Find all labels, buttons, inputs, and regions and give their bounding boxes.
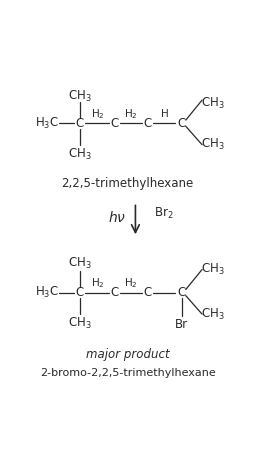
Text: $\mathsf{H_3C}$: $\mathsf{H_3C}$ — [35, 285, 59, 300]
Text: 2,2,5-trimethylhexane: 2,2,5-trimethylhexane — [61, 177, 194, 190]
Text: 2-bromo-2,2,5-trimethylhexane: 2-bromo-2,2,5-trimethylhexane — [40, 369, 215, 379]
Text: $\mathsf{Br_2}$: $\mathsf{Br_2}$ — [154, 206, 173, 221]
Text: C: C — [76, 286, 84, 299]
Text: $\mathsf{CH_3}$: $\mathsf{CH_3}$ — [68, 316, 91, 331]
Text: $\mathsf{CH_3}$: $\mathsf{CH_3}$ — [68, 146, 91, 162]
Text: C: C — [144, 117, 152, 130]
Text: $\mathsf{H_3C}$: $\mathsf{H_3C}$ — [35, 116, 59, 131]
Text: major product: major product — [86, 348, 170, 361]
Text: $\mathsf{CH_3}$: $\mathsf{CH_3}$ — [201, 137, 225, 152]
Text: C: C — [144, 286, 152, 299]
Text: $\mathsf{CH_3}$: $\mathsf{CH_3}$ — [68, 89, 91, 104]
Text: H: H — [161, 109, 169, 119]
Text: $h\nu$: $h\nu$ — [108, 211, 126, 225]
Text: C: C — [111, 117, 119, 130]
Text: $\mathsf{CH_3}$: $\mathsf{CH_3}$ — [201, 307, 225, 321]
Text: $\mathsf{H_2}$: $\mathsf{H_2}$ — [91, 277, 104, 290]
Text: C: C — [178, 286, 186, 299]
Text: $\mathsf{H_2}$: $\mathsf{H_2}$ — [91, 107, 104, 121]
Text: $\mathsf{CH_3}$: $\mathsf{CH_3}$ — [201, 97, 225, 111]
Text: $\mathsf{H_2}$: $\mathsf{H_2}$ — [124, 277, 138, 290]
Text: $\mathsf{CH_3}$: $\mathsf{CH_3}$ — [201, 262, 225, 277]
Text: C: C — [178, 117, 186, 130]
Text: C: C — [111, 286, 119, 299]
Text: Br: Br — [175, 318, 188, 331]
Text: $\mathsf{H_2}$: $\mathsf{H_2}$ — [124, 107, 138, 121]
Text: C: C — [76, 117, 84, 130]
Text: $\mathsf{CH_3}$: $\mathsf{CH_3}$ — [68, 256, 91, 271]
